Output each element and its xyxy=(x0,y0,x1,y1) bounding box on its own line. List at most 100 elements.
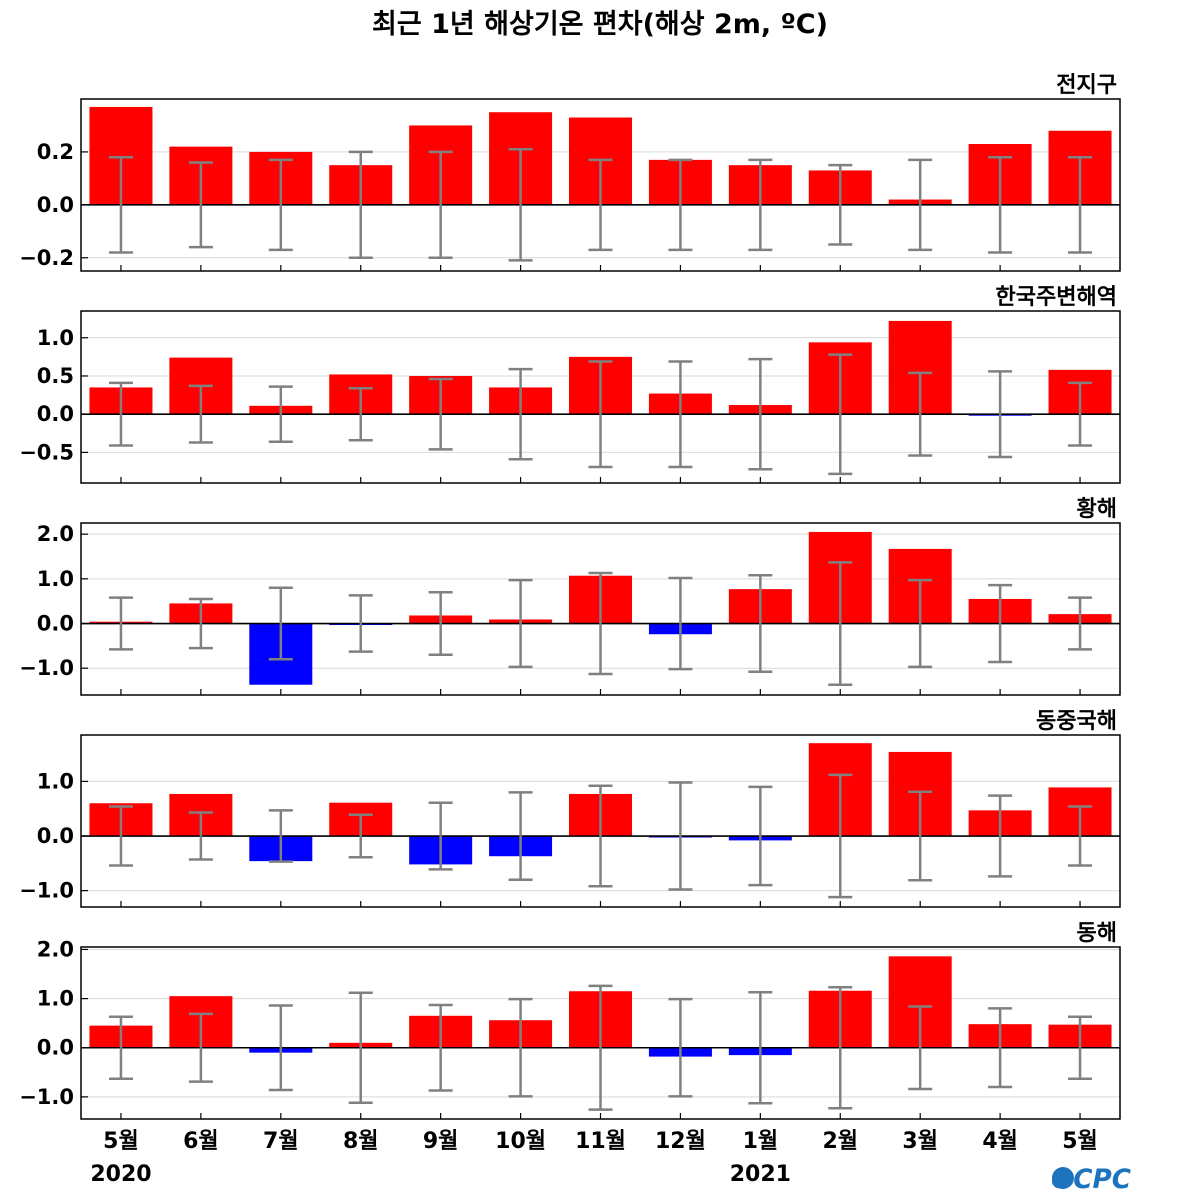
error-bar xyxy=(588,360,613,469)
error-bar xyxy=(668,781,693,891)
error-bar xyxy=(668,576,693,671)
error-bar xyxy=(188,811,213,861)
error-bar xyxy=(908,1005,933,1091)
x-tick-label: 5월 xyxy=(103,1129,139,1154)
error-bar xyxy=(588,571,613,676)
error-bar xyxy=(748,158,773,252)
error-bar xyxy=(268,1004,293,1092)
error-bar xyxy=(1068,596,1093,651)
x-tick-label: 3월 xyxy=(902,1129,938,1154)
y-tick-label: −0.2 xyxy=(19,246,74,270)
x-tick-label: 11월 xyxy=(575,1129,626,1154)
error-bar xyxy=(588,784,613,888)
error-bar xyxy=(828,773,853,899)
ocpc-logo: OCPC xyxy=(1051,1164,1131,1195)
panel-label: 전지구 xyxy=(1056,73,1117,98)
error-bar xyxy=(508,367,533,461)
error-bar xyxy=(348,150,373,260)
error-bar xyxy=(508,578,533,669)
panel-label: 황해 xyxy=(1077,497,1117,522)
y-tick-label: 0.5 xyxy=(37,364,74,388)
error-bar xyxy=(1068,805,1093,867)
y-tick-label: −1.0 xyxy=(19,1085,74,1109)
error-bar xyxy=(988,370,1013,459)
y-tick-label: 0.0 xyxy=(37,612,74,636)
error-bar xyxy=(108,155,133,254)
x-tick-label: 9월 xyxy=(423,1129,459,1154)
logo-text: OCPC xyxy=(1051,1164,1131,1195)
error-bar xyxy=(348,386,373,442)
error-bar xyxy=(188,161,213,249)
error-bar xyxy=(748,990,773,1105)
logo-globe-icon xyxy=(1052,1167,1074,1189)
y-tick-label: 0.0 xyxy=(37,402,74,426)
error-bar xyxy=(428,801,453,871)
error-bar xyxy=(428,150,453,260)
error-bar xyxy=(268,809,293,863)
error-bar xyxy=(988,794,1013,878)
x-axis-labels: 5월 6월 7월 8월 9월 10월 11월 12월 1월 2월 3월 4월 5월 2020 2021 xyxy=(90,1129,1097,1187)
panel-3: −1.0 0.0 1.0 동중국해 xyxy=(19,709,1121,908)
x-tick-label: 6월 xyxy=(183,1129,219,1154)
error-bar xyxy=(428,1003,453,1092)
y-tick-label: 0.0 xyxy=(37,1036,74,1060)
error-bar xyxy=(108,805,133,867)
x-tick-label: 12월 xyxy=(655,1129,706,1154)
error-bar xyxy=(828,561,853,686)
error-bar xyxy=(108,1015,133,1080)
x-tick-label: 1월 xyxy=(743,1129,779,1154)
error-bar xyxy=(508,997,533,1098)
error-bar xyxy=(188,1012,213,1083)
error-bar xyxy=(108,381,133,447)
error-bar xyxy=(828,353,853,476)
x-tick-label: 7월 xyxy=(263,1129,299,1154)
error-bar xyxy=(1068,155,1093,254)
year-label: 2020 xyxy=(90,1162,151,1187)
panel-1: −0.5 0.0 0.5 1.0 한국주변해역 xyxy=(19,285,1121,484)
y-tick-label: 1.0 xyxy=(37,769,74,793)
error-bar xyxy=(428,590,453,657)
error-bar xyxy=(268,586,293,661)
x-tick-label: 2월 xyxy=(822,1129,858,1154)
error-bar xyxy=(668,997,693,1098)
error-bar xyxy=(428,377,453,451)
error-bar xyxy=(988,155,1013,254)
error-bar xyxy=(988,583,1013,664)
error-bar xyxy=(348,991,373,1105)
x-tick-label: 10월 xyxy=(495,1129,546,1154)
error-bar xyxy=(1068,1015,1093,1080)
error-bar xyxy=(508,148,533,262)
error-bar xyxy=(188,597,213,650)
y-tick-label: 0.0 xyxy=(37,193,74,217)
error-bar xyxy=(668,360,693,469)
y-tick-label: 1.0 xyxy=(37,567,74,591)
y-tick-label: 0.2 xyxy=(37,140,74,164)
y-tick-label: 2.0 xyxy=(37,522,74,546)
panel-label: 동해 xyxy=(1077,921,1117,946)
error-bar xyxy=(668,158,693,252)
error-bar xyxy=(348,813,373,859)
panels: −0.2 0.0 0.2 전지구 −0.5 0.0 0.5 1.0 한국주변해역 −1.0 0.0 1… xyxy=(19,73,1121,1120)
error-bar xyxy=(748,574,773,674)
error-bar xyxy=(108,596,133,651)
error-bar xyxy=(508,791,533,881)
error-bar xyxy=(748,785,773,887)
y-tick-label: 0.0 xyxy=(37,824,74,848)
panel-4: −1.0 0.0 1.0 2.0 동해 xyxy=(19,921,1121,1120)
chart-title: 최근 1년 해상기온 편차(해상 2m, ºC) xyxy=(372,9,828,40)
year-label: 2021 xyxy=(730,1162,791,1187)
x-tick-label: 4월 xyxy=(982,1129,1018,1154)
y-tick-label: 2.0 xyxy=(37,937,74,961)
error-bar xyxy=(908,790,933,882)
error-bar xyxy=(988,1007,1013,1089)
x-tick-label: 5월 xyxy=(1062,1129,1098,1154)
x-tick-label: 8월 xyxy=(343,1129,379,1154)
y-tick-label: 1.0 xyxy=(37,326,74,350)
error-bar xyxy=(588,984,613,1111)
error-bar xyxy=(828,163,853,246)
error-bar xyxy=(908,578,933,669)
y-tick-label: −1.0 xyxy=(19,879,74,903)
y-tick-label: 1.0 xyxy=(37,987,74,1011)
error-bar xyxy=(188,384,213,444)
